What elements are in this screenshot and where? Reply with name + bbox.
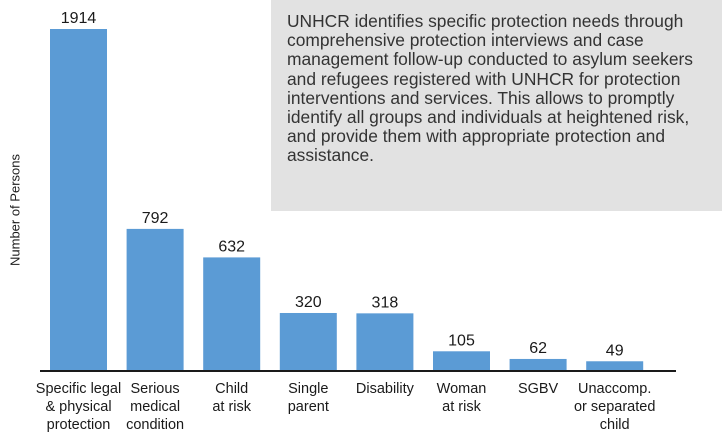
value-label-3: 320 — [295, 294, 322, 311]
value-label-6: 62 — [529, 340, 547, 357]
bar-4 — [356, 313, 414, 370]
category-label-1: Serious medical condition — [126, 381, 185, 433]
info-note: UNHCR identifies specific protection nee… — [271, 0, 722, 211]
category-label-0: Specific legal & physical protection — [35, 381, 122, 433]
value-label-7: 49 — [606, 342, 624, 359]
bar-3 — [279, 312, 337, 370]
value-label-1: 792 — [142, 210, 169, 227]
bar-0 — [50, 29, 107, 370]
bar-2 — [203, 257, 261, 370]
bar-5 — [433, 351, 490, 370]
category-label-7: Unaccomp. or separated child — [573, 381, 656, 433]
bar-6 — [509, 358, 567, 370]
category-label-6: SGBV — [517, 381, 559, 397]
value-label-5: 105 — [448, 332, 475, 349]
category-label-3: Single parent — [287, 381, 329, 415]
category-label-2: Child at risk — [212, 381, 252, 415]
bar-1 — [126, 228, 184, 370]
bar-7 — [586, 361, 644, 370]
value-label-0: 1914 — [61, 10, 97, 27]
category-label-5: Woman at risk — [436, 381, 487, 415]
y-axis-label: Number of Persons — [7, 154, 23, 266]
value-label-2: 632 — [218, 238, 245, 255]
category-label-4: Disability — [355, 381, 414, 397]
value-label-4: 318 — [372, 294, 399, 311]
